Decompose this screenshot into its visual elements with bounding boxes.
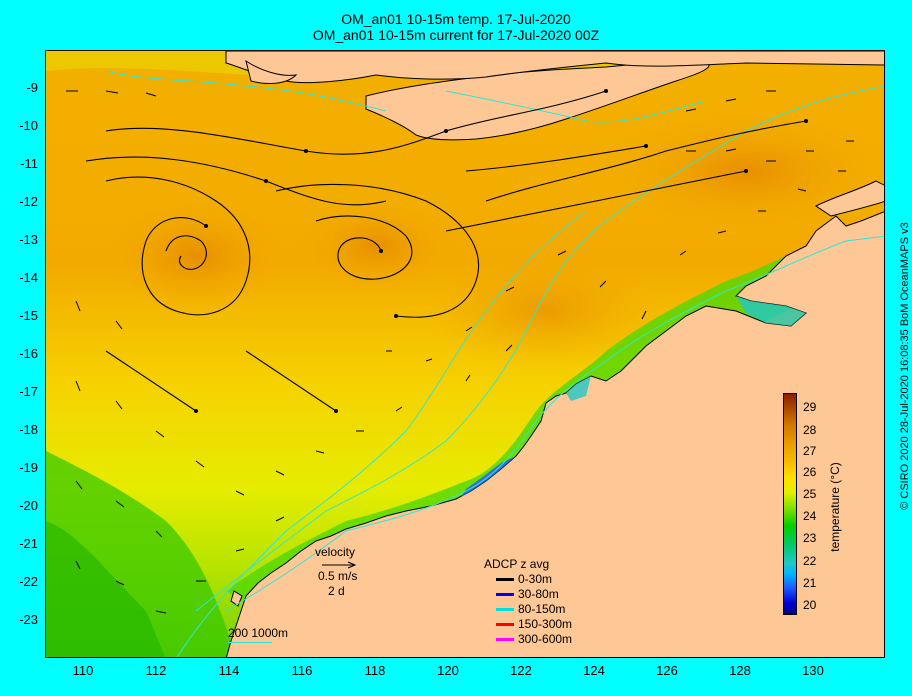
x-tick-label: 124	[583, 663, 605, 678]
australia-mainland	[226, 211, 884, 657]
x-tick-label: 128	[729, 663, 751, 678]
x-tick-label: 120	[437, 663, 459, 678]
velocity-legend-arrow-icon	[322, 561, 357, 569]
current-streamlines	[85, 90, 807, 412]
adcp-row-label: 80-150m	[518, 602, 566, 616]
barrow-island	[230, 590, 243, 607]
y-tick-label: -22	[19, 574, 38, 589]
y-tick-label: -13	[19, 232, 38, 247]
adcp-legend-row: 0-30m	[496, 572, 552, 586]
x-tick-label: 130	[802, 663, 824, 678]
x-tick-label: 126	[656, 663, 678, 678]
y-tick-label: -15	[19, 308, 38, 323]
king-sound-cool-water	[566, 376, 591, 401]
x-tick-label: 110	[72, 663, 94, 678]
adcp-arrow-icon	[496, 638, 514, 642]
y-tick-label: -10	[19, 118, 38, 133]
colorbar-label: 26	[803, 465, 817, 479]
adcp-legend-title: ADCP z avg	[484, 557, 550, 571]
adcp-arrow-icon	[496, 593, 514, 597]
y-tick-label: -11	[20, 156, 38, 171]
credit-text: © CSIRO 2020 28-Jul-2020 16:08:35 BoM Oc…	[899, 222, 911, 510]
adcp-arrow-icon	[496, 623, 514, 627]
adcp-row-label: 0-30m	[518, 572, 553, 586]
colorbar-label: 23	[803, 531, 817, 545]
colorbar-label: 22	[803, 554, 817, 568]
coolest-water-southwest	[46, 521, 166, 657]
colorbar-label: 25	[803, 487, 817, 501]
colorbar-label: 20	[803, 598, 817, 612]
colorbar-label: 28	[803, 423, 817, 437]
x-tick-label: 114	[218, 663, 240, 678]
colorbar-label: 21	[803, 576, 817, 590]
y-tick-label: -17	[19, 384, 38, 399]
adcp-row-label: 150-300m	[518, 617, 573, 631]
adcp-arrow-icon	[496, 608, 514, 612]
map-title-line1: OM_an01 10-15m temp. 17-Jul-2020	[341, 11, 571, 27]
velocity-legend-duration: 2 d	[328, 584, 345, 598]
adcp-arrow-icon	[496, 578, 514, 582]
y-tick-label: -21	[19, 536, 38, 551]
y-tick-label: -12	[19, 194, 38, 209]
velocity-legend-title: velocity	[315, 545, 356, 559]
sumba-island	[245, 59, 298, 84]
isobath-legend-label: 200 1000m	[228, 626, 289, 640]
temperature-current-map	[46, 51, 884, 657]
y-tick-label: -23	[19, 612, 38, 627]
current-vector-grid	[66, 90, 854, 614]
adcp-row-label: 30-80m	[518, 587, 559, 601]
x-tick-label: 118	[364, 663, 386, 678]
x-tick-label: 122	[510, 663, 532, 678]
map-panel	[45, 50, 885, 658]
adcp-legend-row: 300-600m	[496, 632, 572, 646]
isobath-legend-line	[228, 642, 272, 643]
adcp-legend-row: 80-150m	[496, 602, 565, 616]
y-tick-label: -16	[19, 346, 38, 361]
current-vector-heads	[194, 89, 808, 413]
warm-eddy-west	[106, 201, 286, 311]
adcp-legend-row: 150-300m	[496, 617, 572, 631]
isobath-contours	[105, 70, 884, 657]
y-tick-label: -19	[19, 460, 38, 475]
warm-eddy-central	[296, 201, 456, 291]
colorbar-title: temperature (°C)	[828, 462, 842, 552]
y-tick-label: -20	[19, 498, 38, 513]
adcp-legend-row: 30-80m	[496, 587, 559, 601]
x-tick-label: 112	[145, 663, 167, 678]
tiwi-islands	[815, 180, 884, 217]
colorbar-label: 29	[803, 400, 817, 414]
temperature-colorbar	[783, 393, 797, 615]
map-title-line2: OM_an01 10-15m current for 17-Jul-2020 0…	[312, 27, 600, 43]
y-tick-label: -9	[26, 80, 38, 95]
x-tick-label: 116	[291, 663, 313, 678]
y-tick-label: -18	[19, 422, 38, 437]
velocity-legend-speed: 0.5 m/s	[318, 569, 358, 583]
adcp-row-label: 300-600m	[518, 632, 573, 646]
colorbar-label: 27	[803, 444, 817, 458]
colorbar-label: 24	[803, 509, 817, 523]
y-tick-label: -14	[19, 270, 38, 285]
joseph-bonaparte-gulf-cool-water	[736, 296, 806, 326]
